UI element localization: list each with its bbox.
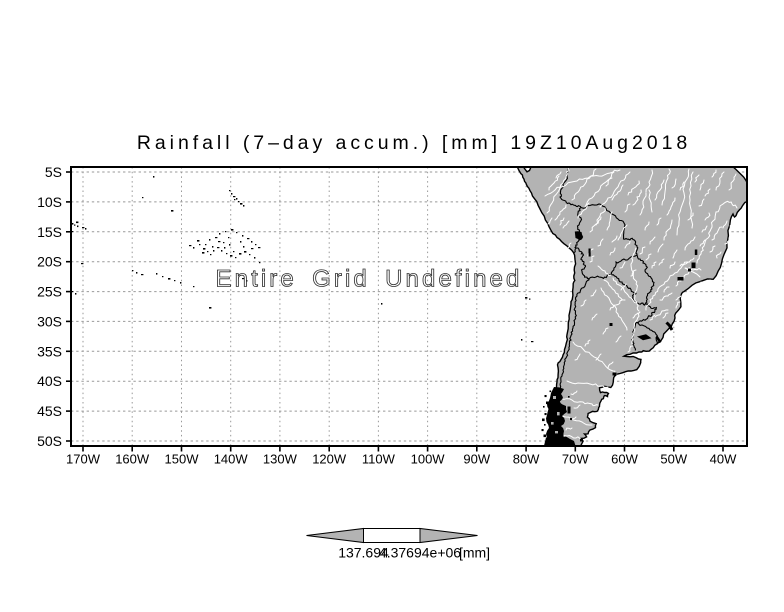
svg-text:20S: 20S <box>37 254 62 270</box>
svg-text:[mm]: [mm] <box>459 545 490 561</box>
svg-text:170W: 170W <box>66 452 101 467</box>
svg-text:4.37694e+06: 4.37694e+06 <box>379 545 461 561</box>
svg-text:10S: 10S <box>37 194 62 210</box>
svg-text:90W: 90W <box>463 452 490 467</box>
svg-text:50W: 50W <box>660 452 687 467</box>
svg-text:Rainfall (7–day accum.) [mm] 1: Rainfall (7–day accum.) [mm] 19Z10Aug201… <box>137 132 691 154</box>
svg-text:60W: 60W <box>611 452 638 467</box>
svg-text:140W: 140W <box>214 452 249 467</box>
svg-text:130W: 130W <box>263 452 298 467</box>
svg-text:110W: 110W <box>362 452 396 467</box>
svg-text:30S: 30S <box>37 313 62 329</box>
svg-text:100W: 100W <box>411 452 446 467</box>
svg-text:70W: 70W <box>562 452 589 467</box>
svg-text:25S: 25S <box>37 284 62 300</box>
svg-text:50S: 50S <box>37 433 62 449</box>
svg-text:15S: 15S <box>37 224 62 240</box>
svg-text:40S: 40S <box>37 373 62 389</box>
svg-text:160W: 160W <box>115 452 150 467</box>
svg-text:40W: 40W <box>710 452 737 467</box>
svg-text:45S: 45S <box>37 403 62 419</box>
svg-text:80W: 80W <box>513 452 540 467</box>
svg-text:150W: 150W <box>165 452 200 467</box>
svg-text:5S: 5S <box>45 164 62 180</box>
svg-text:35S: 35S <box>37 343 62 359</box>
svg-text:137.694: 137.694 <box>338 545 389 561</box>
svg-text:Entire Grid Undefined: Entire Grid Undefined <box>216 266 523 293</box>
svg-text:120W: 120W <box>312 452 347 467</box>
